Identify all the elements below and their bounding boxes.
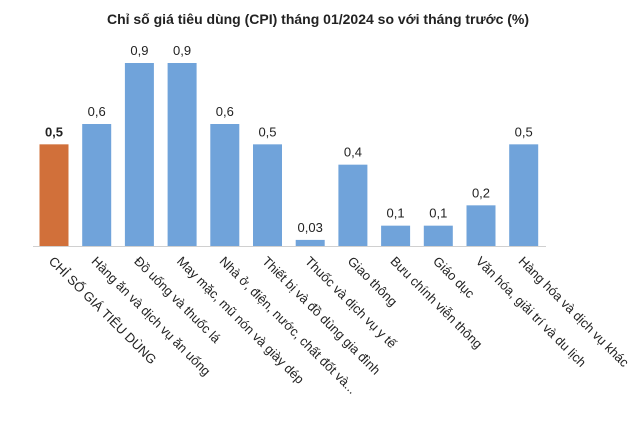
bar xyxy=(39,144,69,246)
value-label: 0,5 xyxy=(515,124,533,139)
bar xyxy=(295,239,325,246)
bar xyxy=(167,63,197,246)
value-label: 0,03 xyxy=(298,220,323,235)
value-label: 0,1 xyxy=(387,206,405,221)
bar xyxy=(466,205,496,246)
bar xyxy=(124,63,154,246)
value-label: 0,6 xyxy=(88,104,106,119)
bar xyxy=(338,164,368,246)
value-label: 0,6 xyxy=(216,104,234,119)
chart-title: Chỉ số giá tiêu dùng (CPI) tháng 01/2024… xyxy=(107,11,529,27)
value-label: 0,2 xyxy=(472,185,490,200)
bar xyxy=(210,124,240,246)
bar xyxy=(253,144,282,246)
value-label: 0,9 xyxy=(130,43,148,58)
value-label: 0,5 xyxy=(258,124,276,139)
value-label: 0,4 xyxy=(344,145,362,160)
value-label: 0,1 xyxy=(429,206,447,221)
value-label: 0,5 xyxy=(45,124,63,139)
bar xyxy=(509,144,539,246)
value-label: 0,9 xyxy=(173,43,191,58)
bar xyxy=(423,225,453,246)
bar xyxy=(381,225,411,246)
bar xyxy=(82,124,112,246)
